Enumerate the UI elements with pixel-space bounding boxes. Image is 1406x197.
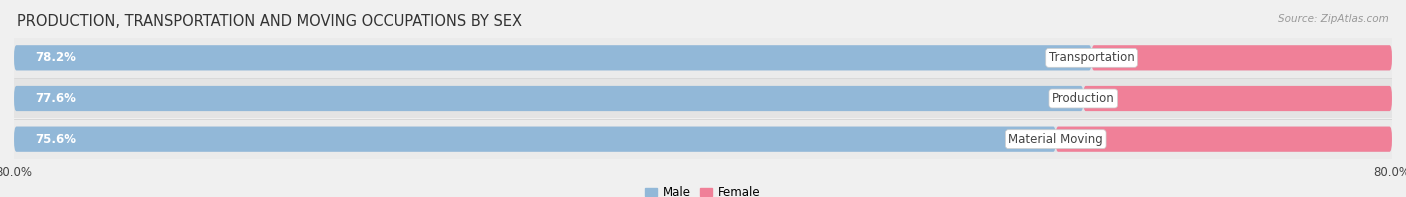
Text: 75.6%: 75.6% [35, 133, 76, 146]
FancyBboxPatch shape [14, 126, 1392, 152]
Text: Production: Production [1052, 92, 1115, 105]
FancyBboxPatch shape [1056, 126, 1392, 152]
FancyBboxPatch shape [14, 126, 1056, 152]
Text: PRODUCTION, TRANSPORTATION AND MOVING OCCUPATIONS BY SEX: PRODUCTION, TRANSPORTATION AND MOVING OC… [17, 14, 522, 29]
FancyBboxPatch shape [14, 86, 1392, 111]
Text: 78.2%: 78.2% [35, 51, 76, 64]
Text: Material Moving: Material Moving [1008, 133, 1104, 146]
FancyBboxPatch shape [14, 45, 1091, 71]
FancyBboxPatch shape [14, 45, 1392, 71]
Legend: Male, Female: Male, Female [641, 181, 765, 197]
Text: Source: ZipAtlas.com: Source: ZipAtlas.com [1278, 14, 1389, 24]
Bar [14, 119, 1392, 159]
Bar [14, 79, 1392, 118]
Text: 77.6%: 77.6% [35, 92, 76, 105]
FancyBboxPatch shape [1091, 45, 1392, 71]
Text: Transportation: Transportation [1049, 51, 1135, 64]
Bar [14, 38, 1392, 78]
FancyBboxPatch shape [14, 86, 1083, 111]
FancyBboxPatch shape [1083, 86, 1392, 111]
